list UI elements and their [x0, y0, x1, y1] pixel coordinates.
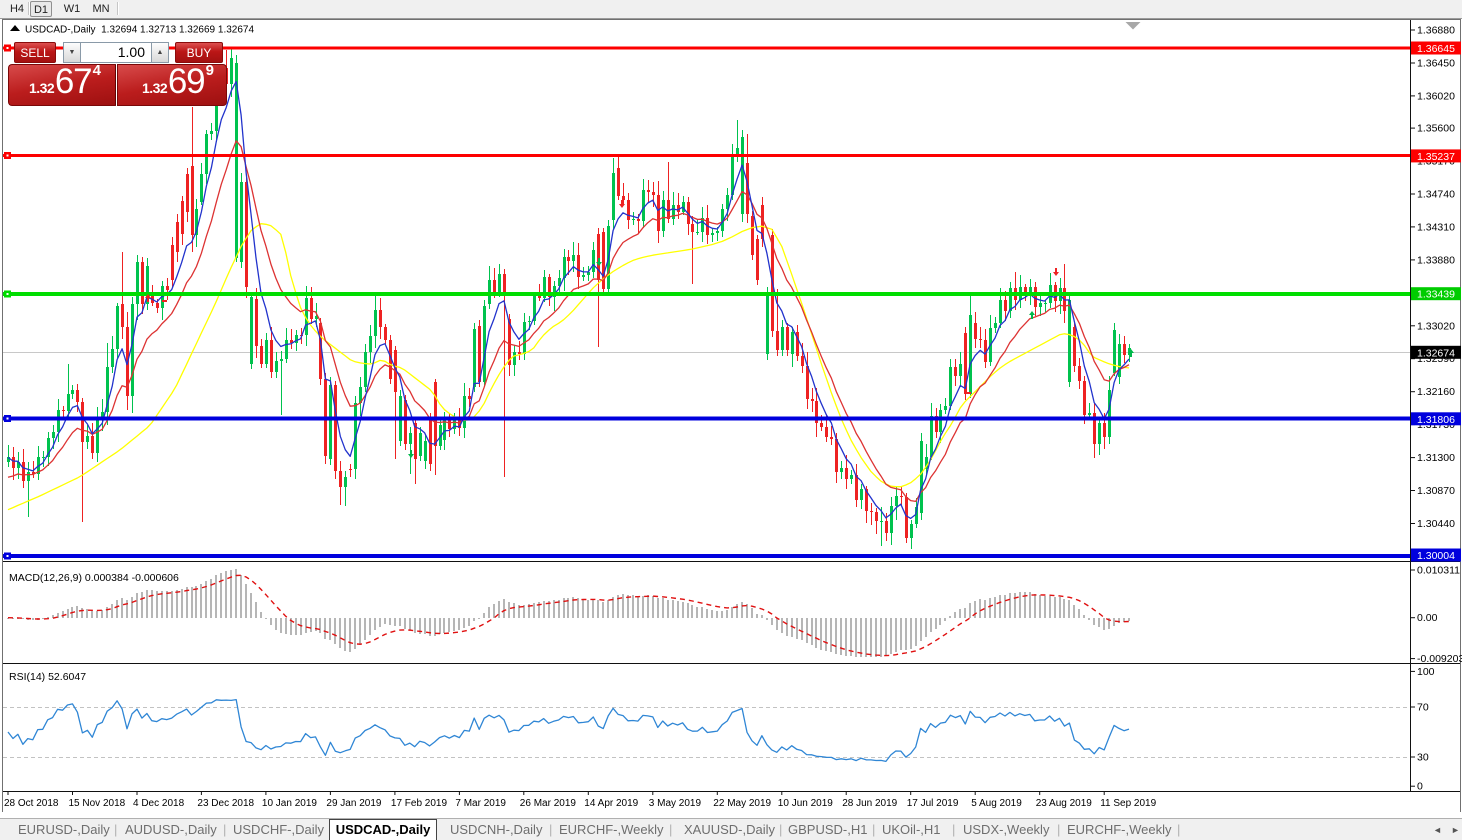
svg-text:29 Jan 2019: 29 Jan 2019	[326, 798, 381, 809]
svg-text:1.36880: 1.36880	[1417, 25, 1455, 37]
svg-text:1.36020: 1.36020	[1417, 90, 1455, 102]
svg-text:26 Mar 2019: 26 Mar 2019	[520, 798, 577, 809]
svg-text:3 May 2019: 3 May 2019	[649, 798, 702, 809]
svg-text:1.30004: 1.30004	[1417, 550, 1455, 562]
svg-text:1.31806: 1.31806	[1417, 414, 1455, 426]
svg-text:100: 100	[1417, 666, 1435, 678]
svg-text:11 Sep 2019: 11 Sep 2019	[1100, 798, 1156, 809]
svg-text:-0.009203: -0.009203	[1417, 653, 1462, 665]
svg-text:14 Apr 2019: 14 Apr 2019	[584, 798, 638, 809]
svg-text:4 Dec 2018: 4 Dec 2018	[133, 798, 185, 809]
svg-text:RSI(14) 52.6047: RSI(14) 52.6047	[9, 671, 86, 683]
svg-text:17 Feb 2019: 17 Feb 2019	[391, 798, 448, 809]
svg-text:17 Jul 2019: 17 Jul 2019	[907, 798, 959, 809]
svg-text:23 Aug 2019: 23 Aug 2019	[1036, 798, 1093, 809]
svg-text:1.36450: 1.36450	[1417, 58, 1455, 70]
svg-text:0: 0	[1417, 781, 1423, 793]
svg-text:5 Aug 2019: 5 Aug 2019	[971, 798, 1022, 809]
svg-text:0.010311: 0.010311	[1417, 565, 1460, 577]
svg-text:1.33880: 1.33880	[1417, 254, 1455, 266]
svg-text:15 Nov 2018: 15 Nov 2018	[69, 798, 126, 809]
svg-text:1.32160: 1.32160	[1417, 386, 1455, 398]
svg-text:23 Dec 2018: 23 Dec 2018	[197, 798, 254, 809]
svg-text:1.32674: 1.32674	[1417, 347, 1455, 359]
svg-text:1.30870: 1.30870	[1417, 485, 1455, 497]
svg-text:70: 70	[1417, 702, 1429, 714]
svg-text:0.00: 0.00	[1417, 612, 1438, 624]
svg-text:1.31300: 1.31300	[1417, 452, 1455, 464]
svg-text:1.34740: 1.34740	[1417, 189, 1455, 201]
svg-text:10 Jan 2019: 10 Jan 2019	[262, 798, 317, 809]
svg-text:30: 30	[1417, 752, 1429, 764]
svg-text:1.35600: 1.35600	[1417, 123, 1455, 135]
svg-text:7 Mar 2019: 7 Mar 2019	[455, 798, 506, 809]
svg-text:1.33439: 1.33439	[1417, 289, 1455, 301]
svg-text:22 May 2019: 22 May 2019	[713, 798, 771, 809]
svg-text:1.33020: 1.33020	[1417, 320, 1455, 332]
svg-text:USDCAD-,Daily 1.32694 1.32713: USDCAD-,Daily 1.32694 1.32713 1.32669 1.…	[25, 25, 254, 36]
svg-text:28 Jun 2019: 28 Jun 2019	[842, 798, 897, 809]
svg-text:28 Oct 2018: 28 Oct 2018	[4, 798, 59, 809]
svg-text:MACD(12,26,9) 0.000384 -0.0006: MACD(12,26,9) 0.000384 -0.000606	[9, 572, 179, 584]
svg-text:1.30440: 1.30440	[1417, 518, 1455, 530]
svg-text:1.35237: 1.35237	[1417, 151, 1455, 163]
svg-text:1.34310: 1.34310	[1417, 221, 1455, 233]
svg-text:1.36645: 1.36645	[1417, 43, 1455, 55]
svg-text:10 Jun 2019: 10 Jun 2019	[778, 798, 833, 809]
